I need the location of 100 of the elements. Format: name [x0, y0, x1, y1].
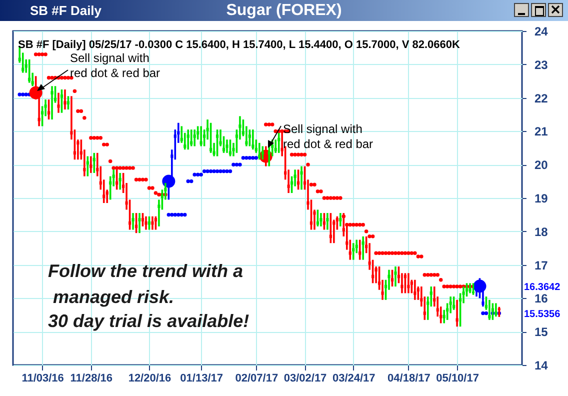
candlestick [261, 145, 264, 160]
candlestick [138, 212, 141, 234]
candlestick [326, 212, 329, 231]
y-tick-label: 17 [534, 258, 548, 272]
candlestick [47, 98, 50, 120]
candlestick [216, 128, 219, 158]
point [186, 179, 190, 184]
candlestick [329, 212, 332, 244]
point [254, 156, 258, 160]
y-tick-label: 18 [534, 224, 548, 239]
text: SB #F [Daily] 05/25/17 -0.0300 C 15.6400, H 15.7400, L 15.4400, O 15.7000, V 82.0660K [18, 39, 460, 51]
candlestick [258, 142, 261, 160]
candlestick [252, 128, 254, 150]
text: 16.3642 [524, 282, 561, 293]
candlestick [362, 236, 364, 261]
chart-title: Sugar (FOREX) [226, 2, 342, 19]
point [481, 311, 485, 316]
point [20, 92, 25, 96]
text: 15.5356 [524, 309, 561, 320]
x-tick-label: 11/28/16 [70, 372, 113, 384]
y-tick-label: 15 [534, 325, 548, 340]
candlestick [50, 85, 54, 120]
candlestick [190, 128, 193, 148]
point [234, 162, 239, 166]
point [208, 169, 213, 174]
candlestick [228, 138, 232, 158]
candlestick [407, 272, 410, 294]
candlestick [193, 128, 196, 148]
x-tick-label: 04/18/17 [388, 372, 430, 384]
annotation: Sell signal with red dot & red bar [70, 51, 160, 80]
point [225, 169, 229, 174]
candlestick [141, 212, 144, 228]
candlestick [352, 242, 355, 261]
x-tick-label: 03/24/17 [332, 372, 376, 384]
point [248, 156, 252, 160]
y-tick-label: 19 [534, 192, 548, 206]
candlestick [300, 165, 303, 191]
point [215, 169, 220, 174]
point [18, 92, 22, 96]
candlestick [456, 298, 458, 328]
candlestick [248, 128, 251, 148]
candlestick [92, 152, 96, 174]
candlestick [394, 266, 397, 288]
candlestick [66, 95, 70, 110]
text: SB #F Daily [30, 3, 102, 18]
candlestick [358, 238, 362, 261]
y-tick-label: 14 [534, 358, 548, 372]
candlestick [226, 138, 228, 154]
x-tick-label: 12/20/16 [128, 372, 172, 384]
annotation: 30 day trial is available! [48, 311, 250, 331]
annotation: Sell signal with red dot & red bar [283, 122, 374, 151]
y-tick-label: 20 [534, 158, 548, 172]
point [244, 156, 248, 160]
x-tick-label: 11/03/16 [22, 372, 64, 384]
candlestick [494, 302, 498, 318]
x-tick-label: 02/07/17 [235, 372, 278, 384]
candlestick [22, 52, 24, 74]
y-tick-label: 21 [534, 124, 548, 139]
x-tick-label: 05/10/17 [436, 372, 479, 384]
point [228, 169, 232, 174]
point [238, 162, 242, 166]
point [192, 172, 196, 176]
candlestick [118, 172, 122, 191]
point [222, 169, 226, 174]
y-tick-label: 22 [534, 91, 548, 106]
point [232, 162, 236, 166]
candlestick [186, 128, 190, 150]
candlestick [414, 278, 416, 301]
candlestick [154, 215, 158, 231]
candlestick [90, 155, 92, 174]
candlestick [390, 268, 394, 288]
y-tick-label: 24 [534, 24, 548, 38]
point [196, 172, 200, 176]
point [199, 172, 203, 176]
candlestick [200, 125, 202, 148]
point [173, 212, 178, 217]
x-tick-label: 03/02/17 [284, 372, 327, 384]
annotation: Follow the trend with a [48, 261, 243, 281]
point [166, 212, 171, 217]
point [241, 156, 246, 160]
point [176, 212, 180, 217]
candlestick [488, 298, 491, 321]
y-tick-label: 16 [534, 292, 548, 306]
point [24, 92, 28, 96]
candlestick [134, 212, 138, 234]
point [183, 212, 187, 217]
candlestick [132, 212, 134, 231]
candlestick [60, 88, 64, 114]
candlestick [339, 212, 342, 228]
x-tick-label: 01/13/17 [180, 372, 223, 384]
candlestick [144, 215, 148, 231]
candlestick [57, 92, 60, 114]
y-tick-label: 23 [534, 58, 548, 72]
point [251, 156, 255, 160]
point [180, 212, 184, 217]
candlestick [151, 215, 154, 231]
candlestick [64, 88, 66, 110]
point [202, 169, 206, 174]
point [189, 179, 194, 184]
point [170, 212, 174, 217]
